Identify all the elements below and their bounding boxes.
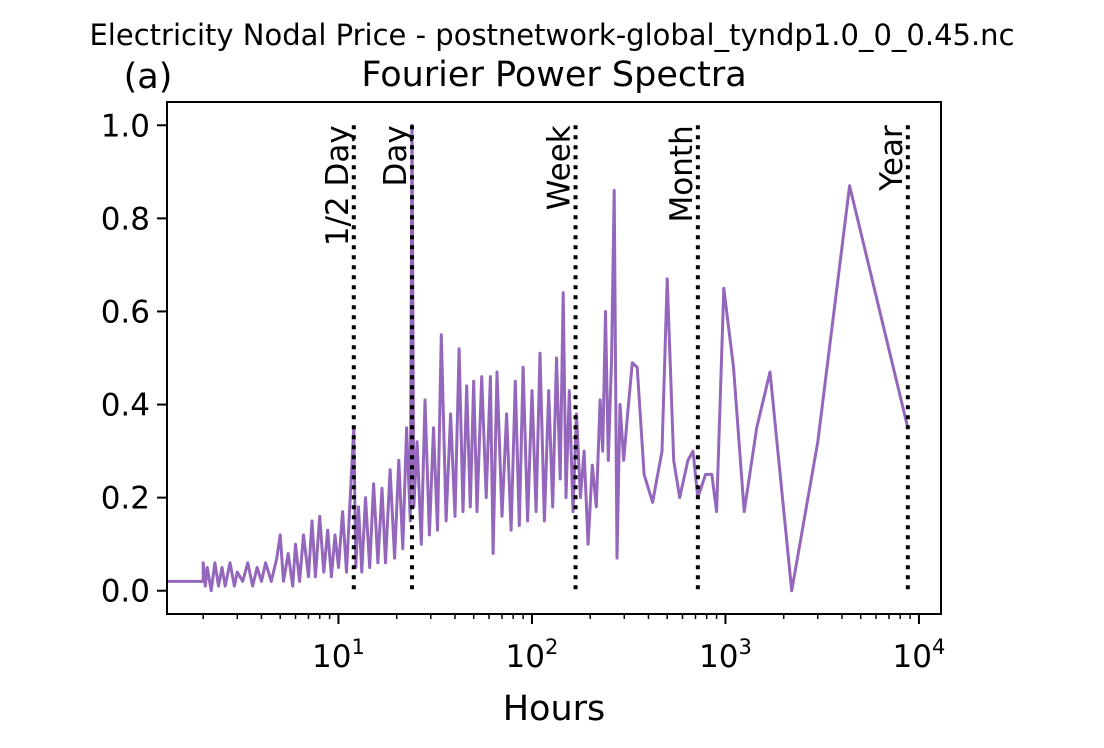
panel-label: (a) xyxy=(124,57,173,97)
reference-line-label: Day xyxy=(378,125,414,186)
x-tick-label: 104 xyxy=(893,635,946,675)
x-tick-label: 102 xyxy=(506,635,559,675)
x-tick-label: 103 xyxy=(699,635,752,675)
x-axis-ticks: 101 102 103 104 xyxy=(312,614,945,675)
reference-line-label: Year xyxy=(874,125,910,192)
chart-title: Fourier Power Spectra xyxy=(361,55,746,95)
series-line xyxy=(167,123,910,593)
reference-lines: 1/2 Day Day Week Month Year xyxy=(320,125,910,592)
reference-line-label: Week xyxy=(542,125,578,210)
y-tick-label: 0.0 xyxy=(101,574,150,610)
figure-suptitle: Electricity Nodal Price - postnetwork-gl… xyxy=(89,18,1014,52)
y-tick-label: 0.8 xyxy=(101,201,150,237)
y-tick-label: 0.4 xyxy=(101,388,150,424)
x-tick-label: 101 xyxy=(312,635,365,675)
plot-frame xyxy=(166,101,942,615)
reference-line-label: Month xyxy=(664,125,700,222)
reference-line-label: 1/2 Day xyxy=(320,125,356,246)
y-tick-label: 1.0 xyxy=(101,108,150,144)
y-tick-label: 0.6 xyxy=(101,294,150,330)
y-axis-ticks: 0.0 0.2 0.4 0.6 0.8 1.0 xyxy=(101,108,167,610)
y-tick-label: 0.2 xyxy=(101,481,150,517)
x-axis-label: Hours xyxy=(503,689,606,729)
